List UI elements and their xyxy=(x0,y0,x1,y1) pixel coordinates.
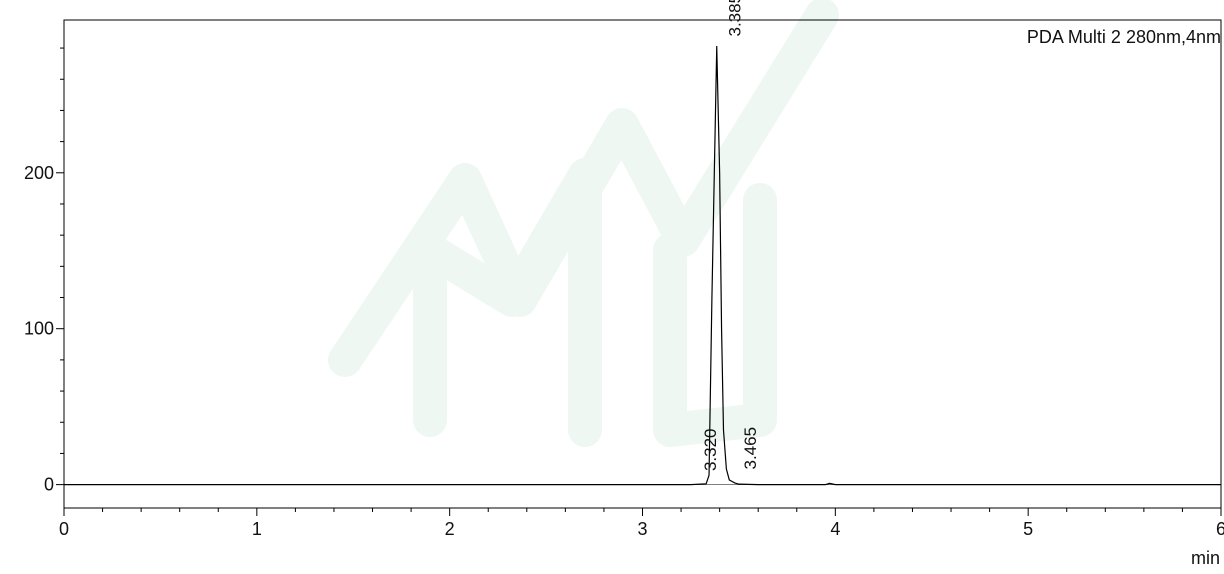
x-tick-label: 3 xyxy=(637,519,647,539)
chromatogram-trace xyxy=(64,45,1221,486)
series-line xyxy=(64,45,1221,486)
x-tick-label: 0 xyxy=(59,519,69,539)
x-tick-label: 5 xyxy=(1023,519,1033,539)
detector-label: PDA Multi 2 280nm,4nm xyxy=(1027,27,1221,47)
peak-label: 3.465 xyxy=(741,427,760,470)
x-axis-ticks: 0 1 2 3 4 5 6 xyxy=(59,508,1224,539)
x-tick-label: 4 xyxy=(830,519,840,539)
plot-border xyxy=(63,19,1222,509)
plot-frame xyxy=(63,19,1222,509)
x-tick-label: 1 xyxy=(252,519,262,539)
y-tick-label: 200 xyxy=(24,163,54,183)
peak-label: 3.385 xyxy=(726,0,745,37)
y-tick-label: 100 xyxy=(24,319,54,339)
x-tick-label: 6 xyxy=(1216,519,1224,539)
peak-labels: 3.385 3.320 3.465 xyxy=(701,0,760,471)
y-tick-label: 0 xyxy=(44,475,54,495)
watermark-logo xyxy=(328,0,839,447)
x-tick-label: 2 xyxy=(445,519,455,539)
x-unit-label: min xyxy=(1191,548,1220,568)
y-axis-ticks: 0 100 200 xyxy=(24,47,64,495)
peak-label: 3.320 xyxy=(701,429,720,472)
